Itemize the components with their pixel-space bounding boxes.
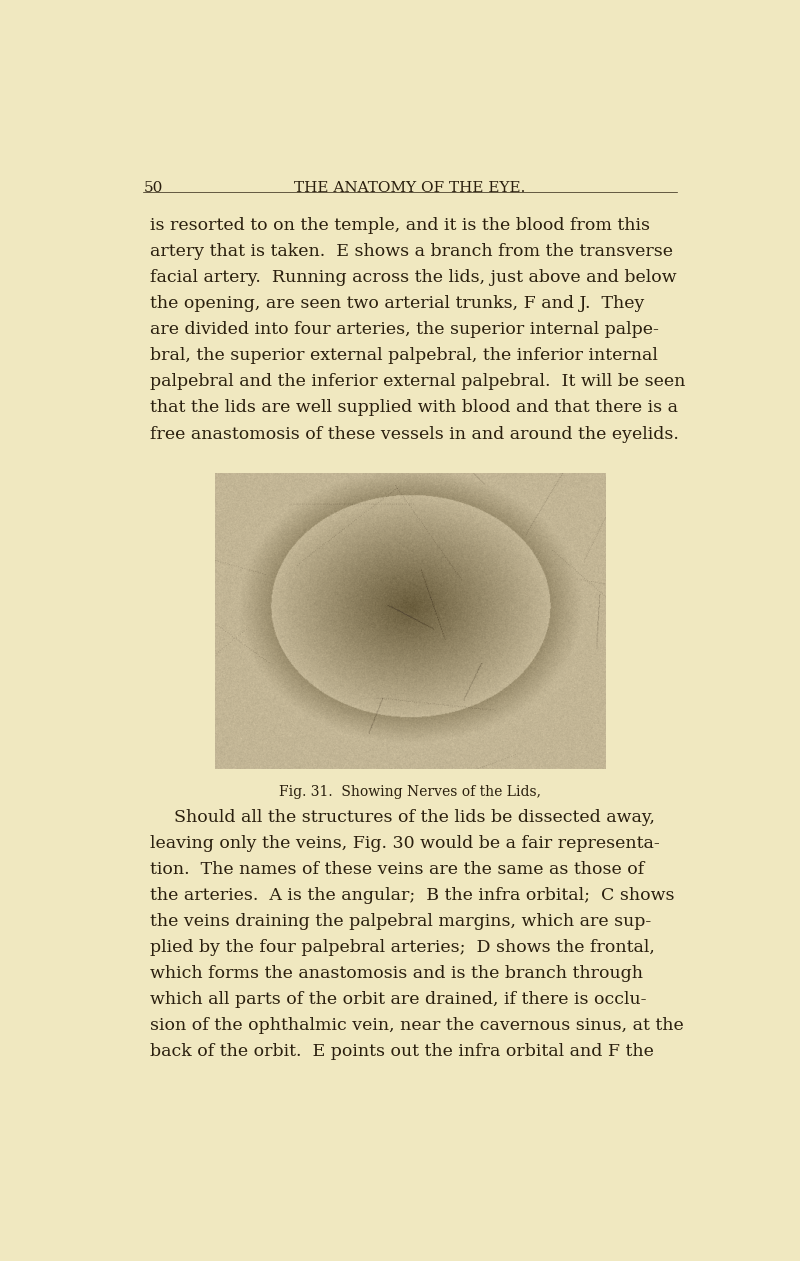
Text: sion of the ophthalmic vein, near the cavernous sinus, at the: sion of the ophthalmic vein, near the ca… xyxy=(150,1018,683,1034)
Text: which forms the anastomosis and is the branch through: which forms the anastomosis and is the b… xyxy=(150,965,642,982)
Text: that the lids are well supplied with blood and that there is a: that the lids are well supplied with blo… xyxy=(150,400,678,416)
Text: the opening, are seen two arterial trunks, F and J.  They: the opening, are seen two arterial trunk… xyxy=(150,295,644,313)
Text: palpebral and the inferior external palpebral.  It will be seen: palpebral and the inferior external palp… xyxy=(150,373,685,391)
Text: are divided into four arteries, the superior internal palpe-: are divided into four arteries, the supe… xyxy=(150,322,658,338)
Text: 50: 50 xyxy=(143,182,162,195)
Text: back of the orbit.  E points out the infra orbital and F the: back of the orbit. E points out the infr… xyxy=(150,1043,654,1061)
Text: artery that is taken.  E shows a branch from the transverse: artery that is taken. E shows a branch f… xyxy=(150,243,673,260)
Text: is resorted to on the temple, and it is the blood from this: is resorted to on the temple, and it is … xyxy=(150,217,650,235)
Text: which all parts of the orbit are drained, if there is occlu-: which all parts of the orbit are drained… xyxy=(150,991,646,1008)
Text: the veins draining the palpebral margins, which are sup-: the veins draining the palpebral margins… xyxy=(150,913,651,929)
Text: Should all the structures of the lids be dissected away,: Should all the structures of the lids be… xyxy=(174,808,655,826)
Bar xyxy=(214,473,606,769)
Text: the arteries.  A is the angular;  B the infra orbital;  C shows: the arteries. A is the angular; B the in… xyxy=(150,886,674,904)
Text: leaving only the veins, Fig. 30 would be a fair representa-: leaving only the veins, Fig. 30 would be… xyxy=(150,835,659,852)
Text: bral, the superior external palpebral, the inferior internal: bral, the superior external palpebral, t… xyxy=(150,348,658,364)
Text: facial artery.  Running across the lids, just above and below: facial artery. Running across the lids, … xyxy=(150,270,676,286)
Text: Fig. 31.  Showing Nerves of the Lids,: Fig. 31. Showing Nerves of the Lids, xyxy=(279,784,541,798)
Text: tion.  The names of these veins are the same as those of: tion. The names of these veins are the s… xyxy=(150,861,644,878)
Text: plied by the four palpebral arteries;  D shows the frontal,: plied by the four palpebral arteries; D … xyxy=(150,939,654,956)
Text: free anastomosis of these vessels in and around the eyelids.: free anastomosis of these vessels in and… xyxy=(150,425,678,443)
Text: THE ANATOMY OF THE EYE.: THE ANATOMY OF THE EYE. xyxy=(294,182,526,195)
